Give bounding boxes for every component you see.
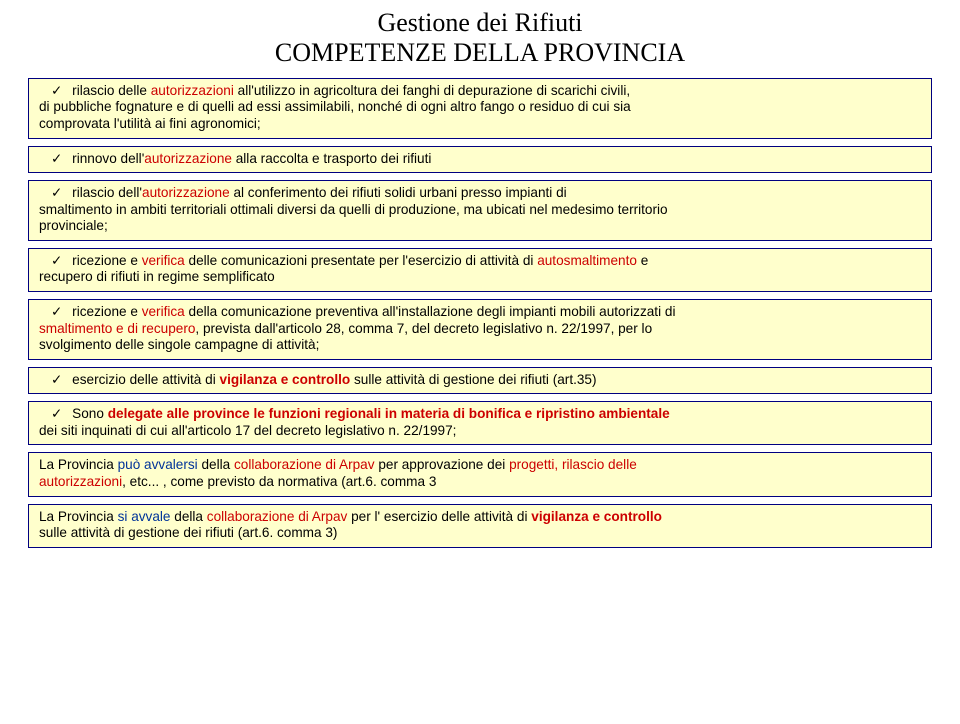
text: , prevista dall'articolo 28, comma 7, de… bbox=[195, 321, 652, 336]
title-line-1: Gestione dei Rifiuti bbox=[28, 8, 932, 38]
text: provinciale; bbox=[39, 218, 921, 235]
box-collaborazione-arpav-vigilanza: La Provincia si avvale della collaborazi… bbox=[28, 504, 932, 548]
text: smaltimento in ambiti territoriali ottim… bbox=[39, 202, 921, 219]
text-highlight: autorizzazioni bbox=[151, 83, 234, 98]
text: alla raccolta e trasporto dei rifiuti bbox=[232, 151, 431, 166]
text: sulle attività di gestione dei rifiuti (… bbox=[350, 372, 596, 387]
text: svolgimento delle singole campagne di at… bbox=[39, 337, 921, 354]
text: Sono bbox=[72, 406, 108, 421]
text: della bbox=[198, 457, 234, 472]
text-highlight: vigilanza e controllo bbox=[531, 509, 662, 524]
text: rilascio dell' bbox=[72, 185, 142, 200]
text: della bbox=[170, 509, 206, 524]
text: comprovata l'utilità ai fini agronomici; bbox=[39, 116, 921, 133]
text: La Provincia bbox=[39, 509, 118, 524]
check-icon: ✓ bbox=[51, 83, 62, 98]
text-highlight: verifica bbox=[142, 253, 185, 268]
text: rilascio delle bbox=[72, 83, 151, 98]
title-block: Gestione dei Rifiuti COMPETENZE DELLA PR… bbox=[28, 8, 932, 68]
text-highlight: progetti, rilascio delle bbox=[509, 457, 637, 472]
check-icon: ✓ bbox=[51, 151, 62, 166]
box-delegate-province: ✓ Sono delegate alle province le funzion… bbox=[28, 401, 932, 445]
text: esercizio delle attività di bbox=[72, 372, 219, 387]
box-verifica-preventiva: ✓ ricezione e verifica della comunicazio… bbox=[28, 299, 932, 360]
text: di pubbliche fognature e di quelli ad es… bbox=[39, 99, 921, 116]
text: ricezione e bbox=[72, 304, 142, 319]
text-highlight: vigilanza e controllo bbox=[220, 372, 351, 387]
text: della comunicazione preventiva all'insta… bbox=[185, 304, 676, 319]
text: per approvazione dei bbox=[375, 457, 510, 472]
check-icon: ✓ bbox=[51, 406, 62, 421]
text-highlight: autosmaltimento bbox=[537, 253, 637, 268]
text-highlight-blue: si avvale bbox=[118, 509, 171, 524]
box-vigilanza-controllo: ✓ esercizio delle attività di vigilanza … bbox=[28, 367, 932, 395]
text: delle comunicazioni presentate per l'ese… bbox=[185, 253, 537, 268]
text: per l' esercizio delle attività di bbox=[347, 509, 531, 524]
check-icon: ✓ bbox=[51, 304, 62, 319]
text: recupero di rifiuti in regime semplifica… bbox=[39, 269, 921, 286]
title-line-2: COMPETENZE DELLA PROVINCIA bbox=[28, 38, 932, 68]
box-autorizzazioni-fanghi: ✓ rilascio delle autorizzazioni all'util… bbox=[28, 78, 932, 139]
text: dei siti inquinati di cui all'articolo 1… bbox=[39, 423, 921, 440]
text: ricezione e bbox=[72, 253, 142, 268]
text: all'utilizzo in agricoltura dei fanghi d… bbox=[234, 83, 630, 98]
text-highlight: autorizzazione bbox=[144, 151, 232, 166]
text: e bbox=[637, 253, 648, 268]
text-highlight: delegate alle province le funzioni regio… bbox=[108, 406, 670, 421]
box-conferimento-rifiuti: ✓ rilascio dell'autorizzazione al confer… bbox=[28, 180, 932, 241]
text-highlight: autorizzazione bbox=[142, 185, 230, 200]
check-icon: ✓ bbox=[51, 253, 62, 268]
text-highlight: collaborazione di Arpav bbox=[234, 457, 375, 472]
text: rinnovo dell' bbox=[72, 151, 144, 166]
text: al conferimento dei rifiuti solidi urban… bbox=[230, 185, 567, 200]
box-rinnovo-autorizzazione: ✓ rinnovo dell'autorizzazione alla racco… bbox=[28, 146, 932, 174]
check-icon: ✓ bbox=[51, 185, 62, 200]
text: La Provincia bbox=[39, 457, 118, 472]
text-highlight: autorizzazioni bbox=[39, 474, 122, 489]
box-collaborazione-arpav-progetti: La Provincia può avvalersi della collabo… bbox=[28, 452, 932, 496]
text-highlight-blue: può avvalersi bbox=[118, 457, 198, 472]
text-highlight: smaltimento e di recupero bbox=[39, 321, 195, 336]
text-highlight: verifica bbox=[142, 304, 185, 319]
text: , etc... , come previsto da normativa (a… bbox=[122, 474, 436, 489]
text: sulle attività di gestione dei rifiuti (… bbox=[39, 525, 921, 542]
box-verifica-comunicazioni: ✓ ricezione e verifica delle comunicazio… bbox=[28, 248, 932, 292]
check-icon: ✓ bbox=[51, 372, 62, 387]
text-highlight: collaborazione di Arpav bbox=[207, 509, 348, 524]
